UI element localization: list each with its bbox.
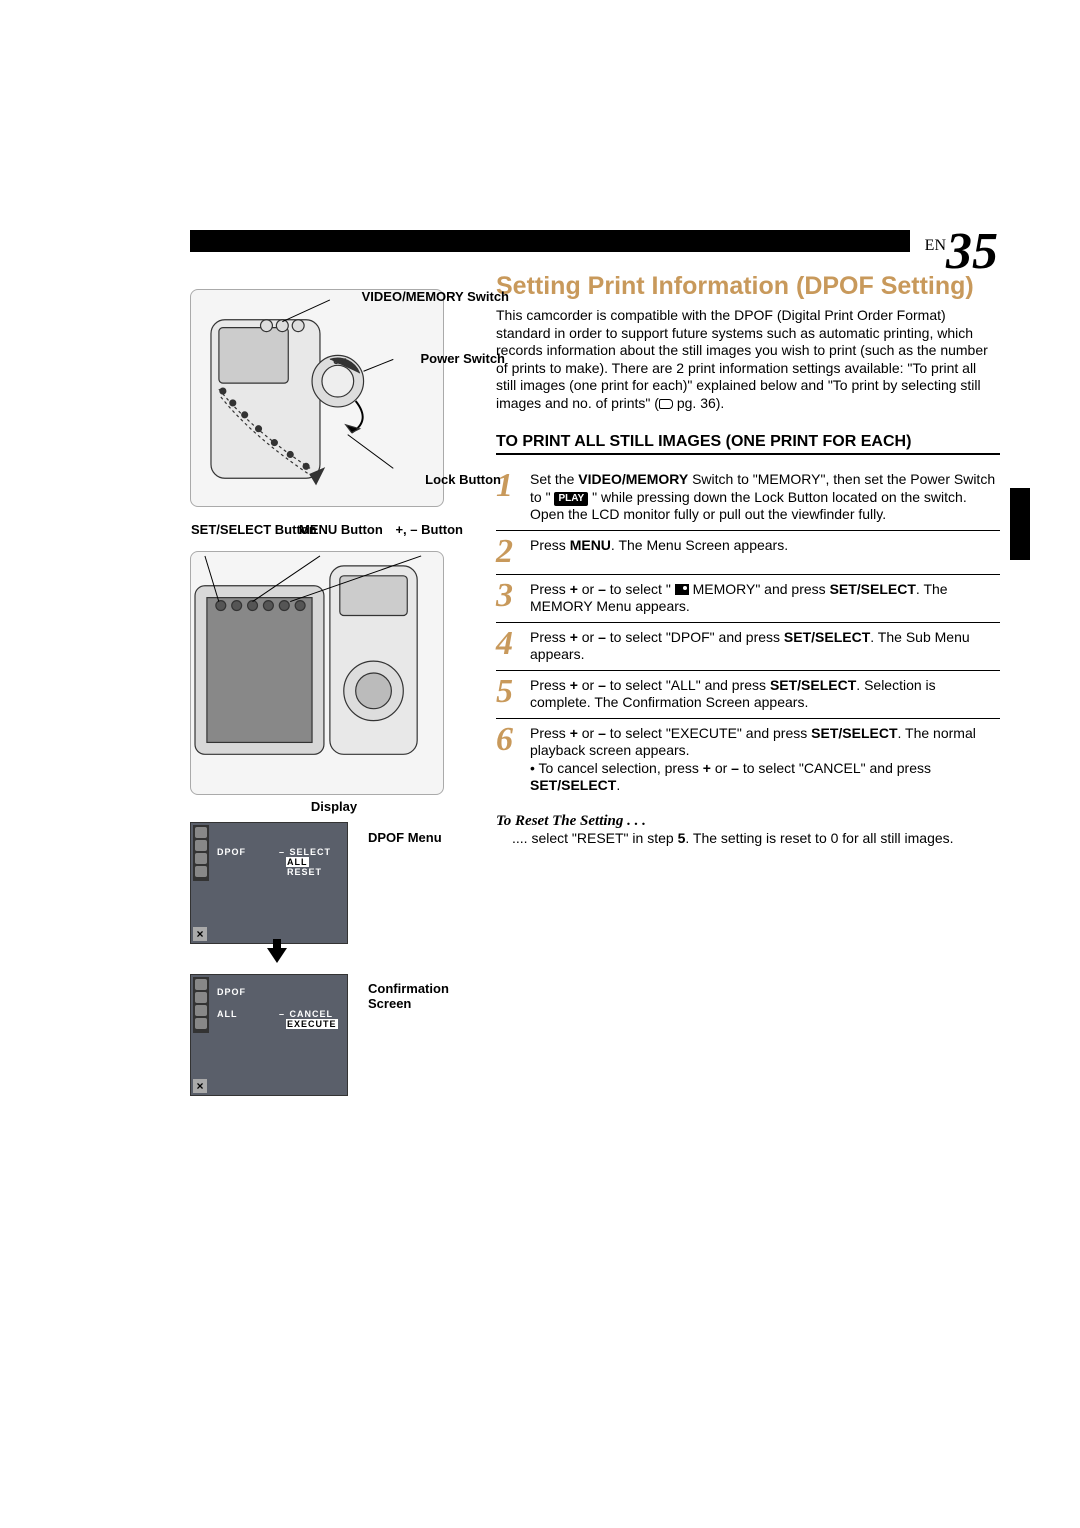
section-title: TO PRINT ALL STILL IMAGES (ONE PRINT FOR… [496, 432, 1000, 451]
section-rule [496, 453, 1000, 455]
step: 1Set the VIDEO/MEMORY Switch to "MEMORY"… [496, 471, 1000, 531]
down-arrow-icon [267, 948, 287, 963]
step-number: 5 [496, 677, 522, 712]
step-text: Press + or – to select "DPOF" and press … [530, 629, 1000, 664]
illustration-column: OFF VIDEO/MEMORY Switch Power Switch [190, 273, 478, 1096]
step: 2 Press MENU. The Menu Screen appears. [496, 537, 1000, 575]
menu1-options: – SELECT ALL RESET [279, 847, 332, 877]
step-text: Press MENU. The Menu Screen appears. [530, 537, 1000, 568]
camcorder-open-illustration: SET/SELECT Button MENU Button +, – Butto… [190, 551, 444, 795]
memory-icon [675, 584, 689, 595]
menu-sidebar-icons [193, 977, 209, 1033]
video-memory-switch-label: VIDEO/MEMORY Switch [362, 290, 509, 305]
svg-text:OFF: OFF [334, 359, 346, 365]
menu-button-label: MENU Button [299, 522, 383, 537]
step: 3Press + or – to select " MEMORY" and pr… [496, 581, 1000, 623]
menu-sidebar-icons [193, 825, 209, 881]
menu2-options: – CANCEL EXECUTE [279, 1009, 338, 1029]
reset-text: .... select "RESET" in step 5. The setti… [496, 830, 1000, 848]
dpof-menu-label: DPOF Menu [368, 830, 442, 845]
step-number: 6 [496, 725, 522, 795]
close-icon: × [193, 1079, 207, 1093]
steps-list: 1Set the VIDEO/MEMORY Switch to "MEMORY"… [496, 471, 1000, 800]
step-text: Press + or – to select "ALL" and press S… [530, 677, 1000, 712]
reset-heading: To Reset The Setting . . . [496, 813, 1000, 830]
menu1-dpof-label: DPOF [217, 847, 246, 857]
menu2-all-label: ALL [217, 1009, 238, 1019]
step: 5Press + or – to select "ALL" and press … [496, 677, 1000, 719]
page-ref-icon [659, 399, 673, 409]
step-text: Set the VIDEO/MEMORY Switch to "MEMORY",… [530, 471, 1000, 524]
step-number: 3 [496, 581, 522, 616]
lock-button-label: Lock Button [425, 473, 501, 488]
confirmation-screen-label: Confirmation Screen [368, 982, 478, 1012]
play-chip-icon: PLAY [554, 492, 588, 507]
intro-paragraph: This camcorder is compatible with the DP… [496, 307, 1000, 412]
content-column: Setting Print Information (DPOF Setting)… [496, 273, 1000, 1096]
main-heading: Setting Print Information (DPOF Setting) [496, 273, 1000, 299]
menu2-dpof-label: DPOF [217, 987, 246, 997]
step-number: 4 [496, 629, 522, 664]
close-icon: × [193, 927, 207, 941]
camcorder-closed-illustration: OFF VIDEO/MEMORY Switch Power Switch [190, 289, 444, 507]
step-text: Press + or – to select " MEMORY" and pre… [530, 581, 1000, 616]
step-number: 2 [496, 537, 522, 568]
confirmation-screen: × DPOF ALL – CANCEL EXECUTE [190, 974, 348, 1096]
set-select-button-label: SET/SELECT Button [191, 522, 317, 537]
step: 4Press + or – to select "DPOF" and press… [496, 629, 1000, 671]
step-text: Press + or – to select "EXECUTE" and pre… [530, 725, 1000, 795]
step: 6Press + or – to select "EXECUTE" and pr… [496, 725, 1000, 801]
dpof-menu-screen: × DPOF – SELECT ALL RESET [190, 822, 348, 944]
display-label: Display [190, 799, 478, 814]
power-switch-label: Power Switch [420, 352, 505, 367]
plus-minus-button-label: +, – Button [395, 522, 463, 537]
